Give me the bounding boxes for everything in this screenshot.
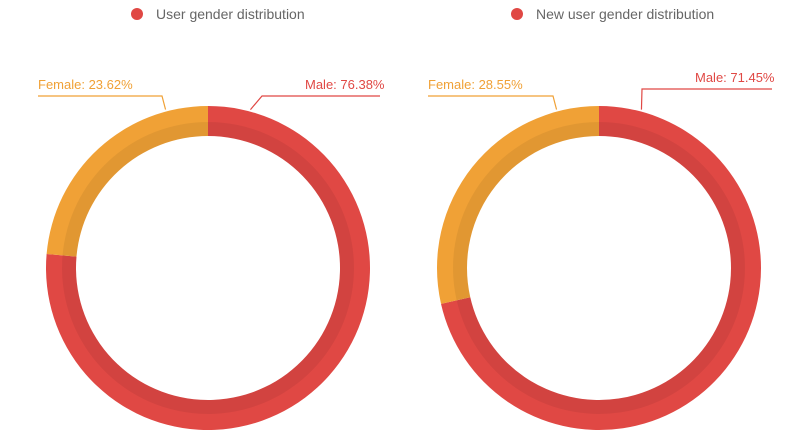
chart-title: New user gender distribution xyxy=(536,6,714,22)
slice-female xyxy=(436,106,599,304)
data-label-male: Male: 71.45% xyxy=(695,70,775,85)
chart-2: New user gender distribution Male: 71.45%… xyxy=(428,6,775,431)
slice-female-inner-shade xyxy=(452,121,599,301)
leader-line-male xyxy=(640,88,772,110)
legend-dot-icon xyxy=(511,8,523,20)
slice-female-inner-shade xyxy=(62,122,208,257)
data-label-female: Female: 28.55% xyxy=(428,77,523,92)
data-label-male: Male: 76.38% xyxy=(305,77,385,92)
data-label-female: Female: 23.62% xyxy=(38,77,133,92)
leader-line-female xyxy=(38,95,167,110)
leader-line-male xyxy=(249,95,380,110)
legend-dot-icon xyxy=(131,8,143,20)
chart-title: User gender distribution xyxy=(156,6,305,22)
leader-line-female xyxy=(428,95,558,110)
chart-1: User gender distribution Male: 76.38% Fema… xyxy=(38,6,385,430)
slice-female xyxy=(46,106,208,257)
